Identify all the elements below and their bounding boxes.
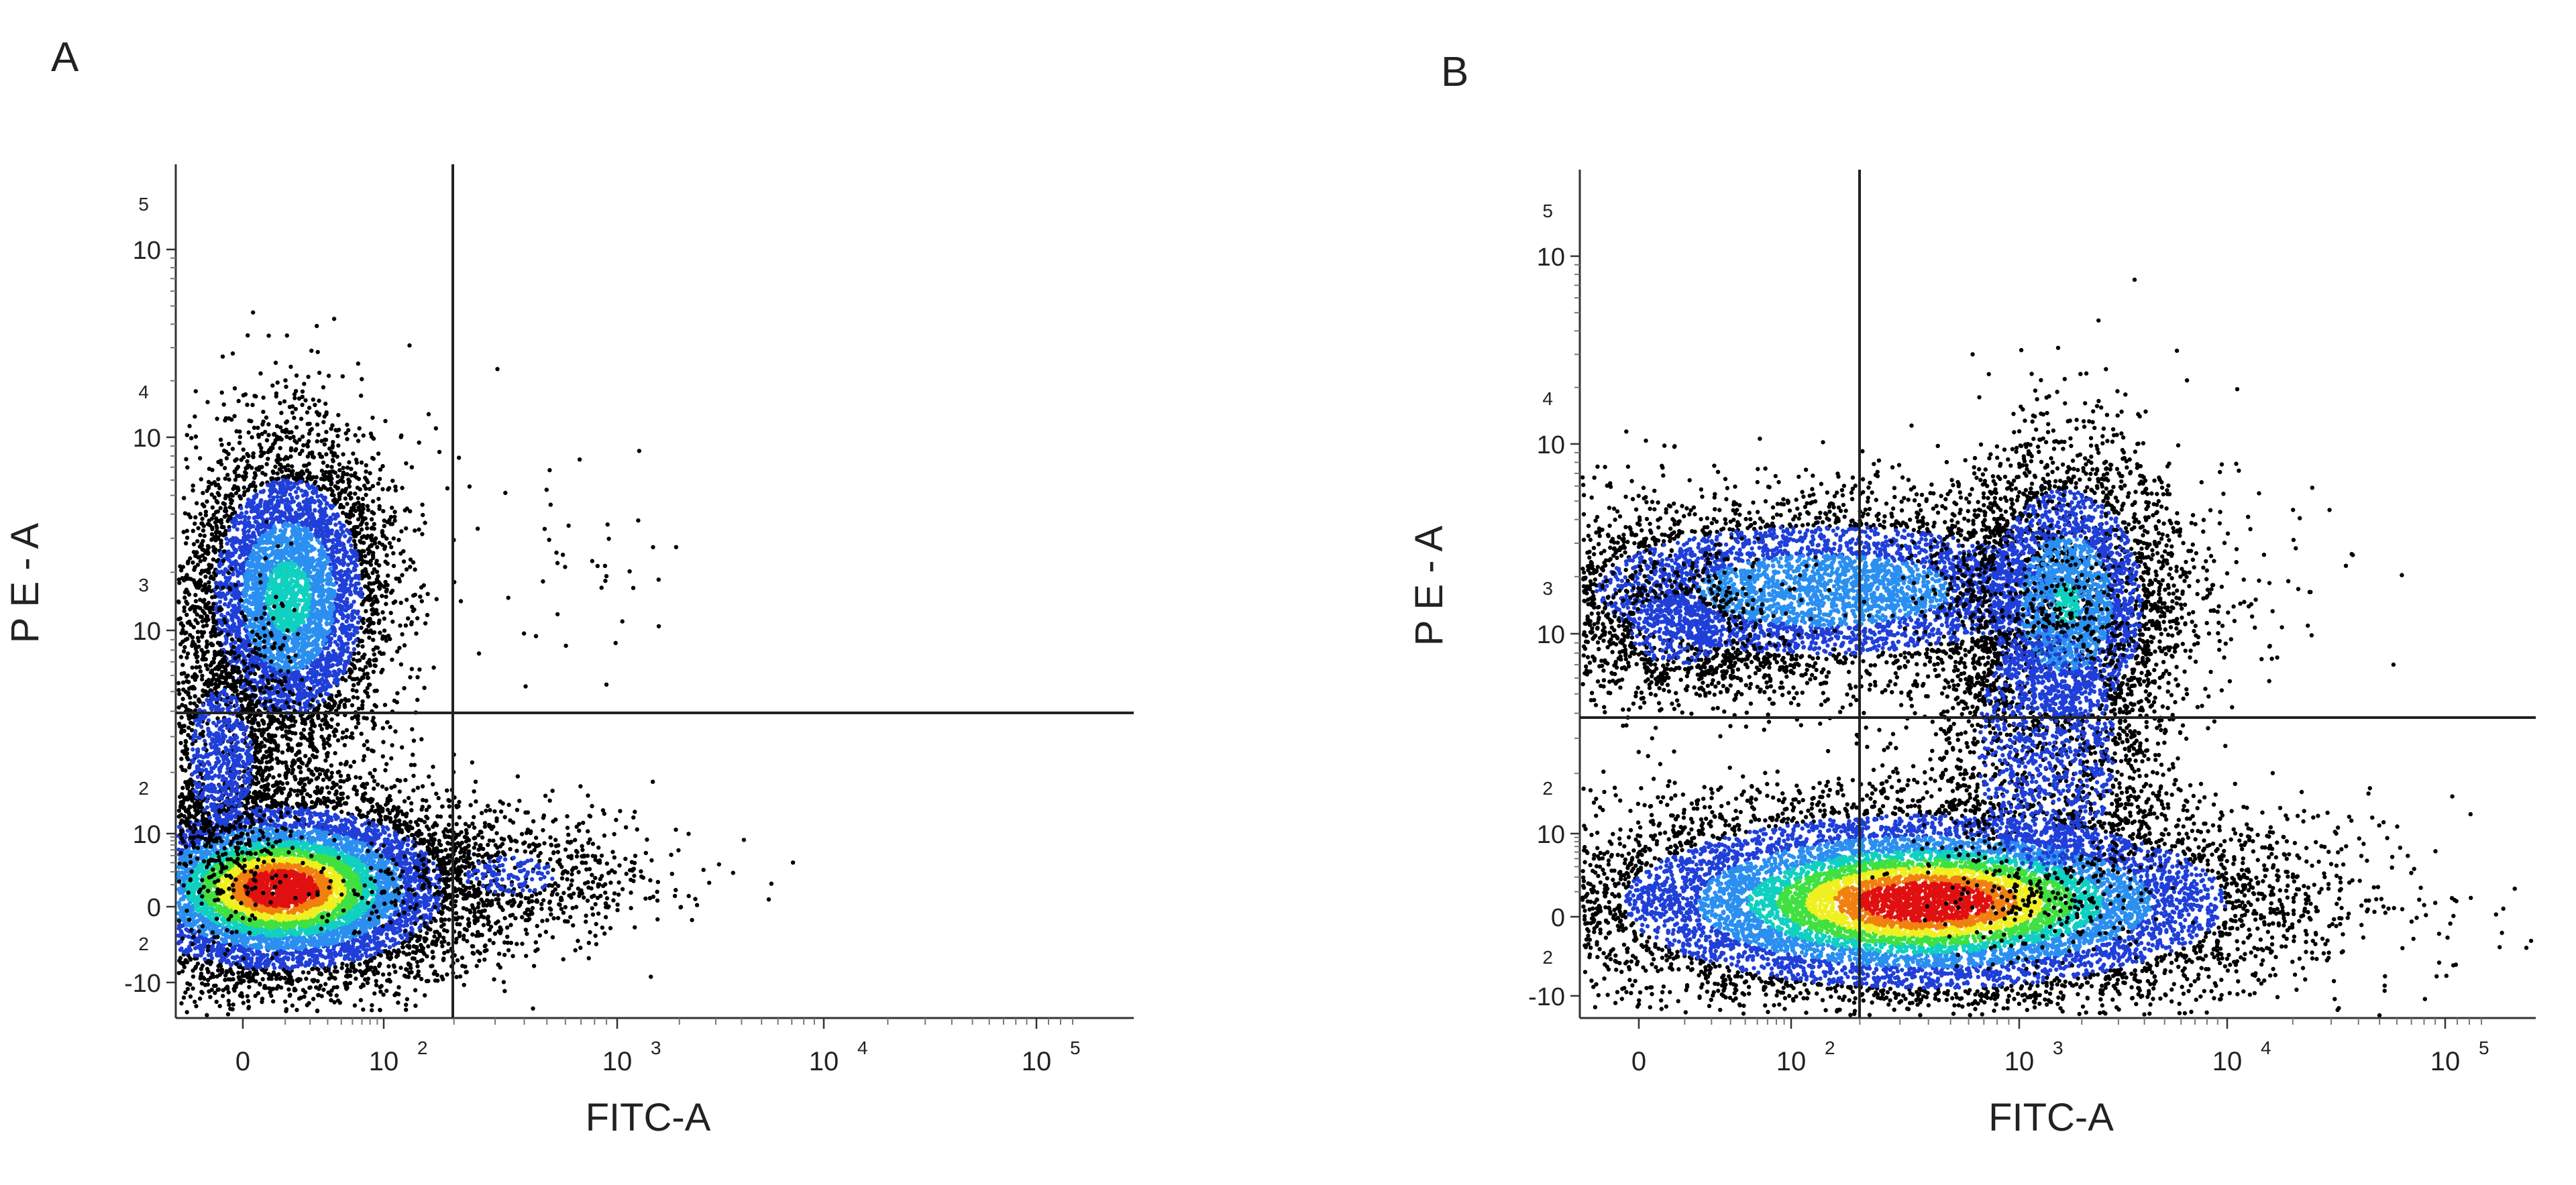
x-tick-label: 0 <box>1631 1047 1646 1076</box>
y-tick-exponent: 5 <box>138 194 149 215</box>
x-tick-label: 10 <box>2004 1047 2035 1076</box>
x-tick-label: 0 <box>235 1047 250 1076</box>
y-tick-label: -10 <box>1528 983 1565 1011</box>
panel-b-plot: -10 2 0 10 2 10 3 10 4 10 5 0 10 2 10 3 10 4 10 5 FITC-A P E … <box>1407 170 2536 1139</box>
event-dots-000000 <box>176 448 343 1017</box>
x-tick-label: 10 <box>369 1047 399 1076</box>
y-tick-label: 10 <box>1537 431 1565 459</box>
y-tick-label: 0 <box>1551 904 1565 932</box>
population-5 <box>475 367 679 689</box>
population-2 <box>176 691 653 1017</box>
event-dots-10d0c0 <box>264 561 313 634</box>
y-tick-label: 10 <box>133 618 161 646</box>
x-tick-exponent: 4 <box>857 1037 868 1058</box>
y-tick-label: 10 <box>1537 821 1565 849</box>
event-dots-1f3fd8 <box>1988 489 2145 719</box>
x-minor-ticks <box>284 1018 1073 1025</box>
y-tick-label: 10 <box>1537 621 1565 649</box>
x-tick-label: 10 <box>1022 1047 1052 1076</box>
x-tick-exponent: 4 <box>2261 1037 2271 1058</box>
x-tick-label: 10 <box>602 1047 633 1076</box>
y-axis-title: P E - A <box>3 522 47 643</box>
x-tick-exponent: 2 <box>417 1037 428 1058</box>
event-dots-1f3fd8 <box>1629 594 1724 665</box>
event-dots-1f3fd8 <box>213 477 364 716</box>
y-axis-title: P E - A <box>1407 525 1451 646</box>
event-dots-1f3fd8 <box>189 687 255 826</box>
y-tick-exponent: 5 <box>1542 201 1553 221</box>
event-dots-1f3fd8 <box>1977 628 2115 872</box>
x-tick-exponent: 3 <box>651 1037 661 1058</box>
y-tick-label: 10 <box>1537 243 1565 272</box>
population-3 <box>176 448 343 1017</box>
y-tick-exponent: 2 <box>138 778 149 799</box>
population-4 <box>221 774 796 997</box>
y-tick-label: 10 <box>133 237 161 265</box>
panel-a-plot: -10 2 0 10 2 10 3 10 4 10 5 0 10 2 10 3 10 4 10 5 FITC-A P E … <box>3 164 1134 1139</box>
y-tick-label: 10 <box>133 425 161 453</box>
event-dots-2a8ff0 <box>2020 536 2114 672</box>
y-tick-exponent: 2 <box>1542 947 1553 968</box>
event-dots-e01010 <box>244 868 320 909</box>
event-dots <box>176 310 796 1017</box>
y-tick-exponent: 4 <box>1542 388 1553 409</box>
x-tick-exponent: 5 <box>2479 1037 2489 1058</box>
event-dots-000000 <box>1581 484 1845 741</box>
event-dots-000000 <box>221 774 796 997</box>
y-tick-exponent: 3 <box>1542 578 1553 599</box>
y-tick-label: -10 <box>124 970 161 998</box>
y-minor-ticks <box>1574 256 1580 893</box>
event-dots-000000 <box>1580 429 2404 758</box>
event-dots-000000 <box>475 367 679 689</box>
x-tick-exponent: 5 <box>1070 1037 1081 1058</box>
y-tick-label: 0 <box>147 894 161 922</box>
x-tick-label: 10 <box>809 1047 839 1076</box>
y-tick-exponent: 3 <box>138 575 149 596</box>
y-tick-exponent: 2 <box>1542 778 1553 799</box>
x-axis-title: FITC-A <box>586 1096 711 1139</box>
event-dots-1f3fd8 <box>176 805 444 972</box>
event-dots <box>1580 277 2534 1018</box>
event-dots-e01010 <box>1858 881 1994 923</box>
panel-label-b: B <box>1441 49 1469 95</box>
population-5 <box>1581 484 1845 741</box>
y-tick-label: 10 <box>133 821 161 849</box>
panel-label-a: A <box>51 34 79 80</box>
x-tick-exponent: 2 <box>1825 1037 1835 1058</box>
event-dots-000000 <box>1580 717 2534 1018</box>
x-tick-exponent: 3 <box>2053 1037 2063 1058</box>
x-axis-title: FITC-A <box>1988 1096 2114 1139</box>
event-dots-000000 <box>176 691 653 1017</box>
y-tick-exponent: 4 <box>138 382 149 402</box>
event-dots-1f3fd8 <box>465 855 555 895</box>
y-tick-exponent: 2 <box>138 934 149 954</box>
x-tick-label: 10 <box>2212 1047 2243 1076</box>
population-3 <box>1580 717 2534 1018</box>
x-tick-label: 10 <box>1776 1047 1807 1076</box>
population-4 <box>1833 277 2228 1011</box>
x-tick-label: 10 <box>2430 1047 2461 1076</box>
